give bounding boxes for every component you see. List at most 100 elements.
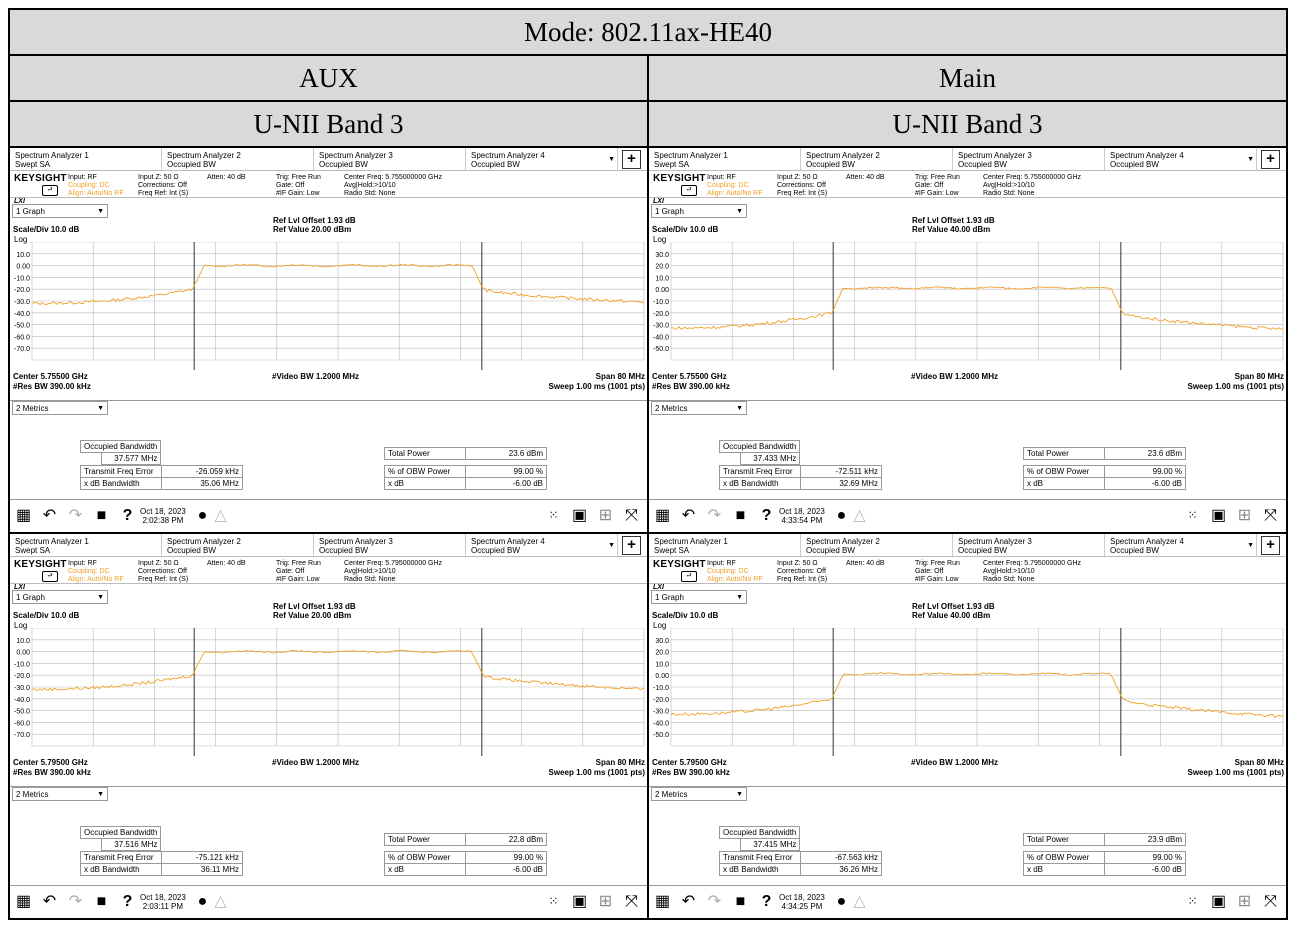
spectrum-plot[interactable]: 10.0 0.00 -10.0 -20.0 -30.0 -40.0 -50.0 -60.0 -7… bbox=[10, 242, 646, 372]
tab-analyzer-2[interactable]: Spectrum Analyzer 2 Occupied BW bbox=[801, 148, 953, 170]
touch-icon[interactable]: ▣ bbox=[1210, 893, 1227, 910]
tab-analyzer-2[interactable]: Spectrum Analyzer 2 Occupied BW bbox=[801, 534, 953, 556]
undo-icon[interactable]: ↶ bbox=[42, 507, 57, 524]
metrics-select[interactable]: 2 Metrics ▼ bbox=[12, 401, 108, 415]
message-icon[interactable]: ● bbox=[836, 893, 847, 910]
tab-analyzer-3[interactable]: Spectrum Analyzer 3 Occupied BW bbox=[314, 534, 466, 556]
file-icon[interactable]: ■ bbox=[735, 507, 746, 524]
tab-dropdown-icon[interactable]: ▼ bbox=[608, 156, 615, 163]
freq-settings[interactable]: Center Freq: 5.755000000 GHz Avg|Hold:>1… bbox=[983, 174, 1081, 198]
remote-icon[interactable]: ⮐ bbox=[681, 571, 697, 582]
metrics-select[interactable]: 2 Metrics ▼ bbox=[651, 787, 747, 801]
windows-icon[interactable]: ▦ bbox=[654, 507, 671, 524]
fullscreen-icon[interactable]: ⤧ bbox=[1264, 507, 1277, 524]
tab-dropdown-icon[interactable]: ▼ bbox=[1247, 156, 1254, 163]
freq-settings[interactable]: Center Freq: 5.755000000 GHz Avg|Hold:>1… bbox=[344, 174, 442, 198]
atten-setting[interactable]: Atten: 40 dB bbox=[846, 560, 885, 567]
redo-icon[interactable]: ↷ bbox=[68, 507, 83, 524]
input-z-settings[interactable]: Input Z: 50 Ω Corrections: Off Freq Ref:… bbox=[138, 560, 188, 584]
trigger-settings[interactable]: Trig: Free Run Gate: Off #IF Gain: Low bbox=[915, 174, 960, 198]
tab-analyzer-2[interactable]: Spectrum Analyzer 2 Occupied BW bbox=[162, 534, 314, 556]
tab-analyzer-1[interactable]: Spectrum Analyzer 1 Swept SA bbox=[10, 534, 162, 556]
trigger-settings[interactable]: Trig: Free Run Gate: Off #IF Gain: Low bbox=[915, 560, 960, 584]
help-icon[interactable]: ? bbox=[761, 507, 772, 524]
tab-analyzer-2[interactable]: Spectrum Analyzer 2 Occupied BW bbox=[162, 148, 314, 170]
file-icon[interactable]: ■ bbox=[735, 893, 746, 910]
tab-analyzer-1[interactable]: Spectrum Analyzer 1 Swept SA bbox=[10, 148, 162, 170]
touch-icon[interactable]: ▣ bbox=[571, 893, 588, 910]
input-z-settings[interactable]: Input Z: 50 Ω Corrections: Off Freq Ref:… bbox=[777, 174, 827, 198]
touch-icon[interactable]: ▣ bbox=[571, 507, 588, 524]
add-screen-button[interactable]: + bbox=[1261, 536, 1280, 555]
tab-analyzer-4[interactable]: Spectrum Analyzer 4 Occupied BW bbox=[1105, 534, 1257, 556]
fullscreen-icon[interactable]: ⤧ bbox=[625, 893, 638, 910]
input-settings[interactable]: Input: RF Coupling: DC Align: Auto/No RF bbox=[707, 560, 763, 584]
tab-analyzer-4[interactable]: Spectrum Analyzer 4 Occupied BW bbox=[466, 148, 618, 170]
redo-icon[interactable]: ↷ bbox=[68, 893, 83, 910]
warning-icon[interactable]: △ bbox=[214, 507, 227, 524]
help-icon[interactable]: ? bbox=[122, 507, 133, 524]
redo-icon[interactable]: ↷ bbox=[707, 893, 722, 910]
add-screen-button[interactable]: + bbox=[1261, 150, 1280, 169]
message-icon[interactable]: ● bbox=[836, 507, 847, 524]
tab-analyzer-4[interactable]: Spectrum Analyzer 4 Occupied BW bbox=[466, 534, 618, 556]
message-icon[interactable]: ● bbox=[197, 507, 208, 524]
spectrum-plot[interactable]: 30.0 20.0 10.0 0.00 -10.0 -20.0 -30.0 -40.0 -50.… bbox=[649, 242, 1285, 372]
windows-icon[interactable]: ▦ bbox=[654, 893, 671, 910]
input-settings[interactable]: Input: RF Coupling: DC Align: Auto/No RF bbox=[68, 560, 124, 584]
warning-icon[interactable]: △ bbox=[853, 507, 866, 524]
layout-icon[interactable]: ⊞ bbox=[598, 507, 613, 524]
keypad-icon[interactable]: ⁙ bbox=[548, 894, 559, 908]
undo-icon[interactable]: ↶ bbox=[681, 893, 696, 910]
undo-icon[interactable]: ↶ bbox=[42, 893, 57, 910]
fullscreen-icon[interactable]: ⤧ bbox=[1264, 893, 1277, 910]
touch-icon[interactable]: ▣ bbox=[1210, 507, 1227, 524]
freq-settings[interactable]: Center Freq: 5.795000000 GHz Avg|Hold:>1… bbox=[983, 560, 1081, 584]
trigger-settings[interactable]: Trig: Free Run Gate: Off #IF Gain: Low bbox=[276, 560, 321, 584]
metrics-select[interactable]: 2 Metrics ▼ bbox=[12, 787, 108, 801]
tab-dropdown-icon[interactable]: ▼ bbox=[608, 542, 615, 549]
tab-analyzer-3[interactable]: Spectrum Analyzer 3 Occupied BW bbox=[953, 148, 1105, 170]
keypad-icon[interactable]: ⁙ bbox=[1187, 508, 1198, 522]
trigger-settings[interactable]: Trig: Free Run Gate: Off #IF Gain: Low bbox=[276, 174, 321, 198]
windows-icon[interactable]: ▦ bbox=[15, 507, 32, 524]
tab-analyzer-4[interactable]: Spectrum Analyzer 4 Occupied BW bbox=[1105, 148, 1257, 170]
remote-icon[interactable]: ⮐ bbox=[42, 571, 58, 582]
input-z-settings[interactable]: Input Z: 50 Ω Corrections: Off Freq Ref:… bbox=[777, 560, 827, 584]
warning-icon[interactable]: △ bbox=[853, 893, 866, 910]
layout-icon[interactable]: ⊞ bbox=[598, 893, 613, 910]
file-icon[interactable]: ■ bbox=[96, 507, 107, 524]
add-screen-button[interactable]: + bbox=[622, 150, 641, 169]
file-icon[interactable]: ■ bbox=[96, 893, 107, 910]
fullscreen-icon[interactable]: ⤧ bbox=[625, 507, 638, 524]
input-z-settings[interactable]: Input Z: 50 Ω Corrections: Off Freq Ref:… bbox=[138, 174, 188, 198]
tab-analyzer-1[interactable]: Spectrum Analyzer 1 Swept SA bbox=[649, 534, 801, 556]
keypad-icon[interactable]: ⁙ bbox=[1187, 894, 1198, 908]
tab-analyzer-1[interactable]: Spectrum Analyzer 1 Swept SA bbox=[649, 148, 801, 170]
redo-icon[interactable]: ↷ bbox=[707, 507, 722, 524]
tab-analyzer-3[interactable]: Spectrum Analyzer 3 Occupied BW bbox=[314, 148, 466, 170]
help-icon[interactable]: ? bbox=[122, 893, 133, 910]
layout-icon[interactable]: ⊞ bbox=[1237, 507, 1252, 524]
atten-setting[interactable]: Atten: 40 dB bbox=[846, 174, 885, 181]
atten-setting[interactable]: Atten: 40 dB bbox=[207, 174, 246, 181]
layout-icon[interactable]: ⊞ bbox=[1237, 893, 1252, 910]
graph-select[interactable]: 1 Graph ▼ bbox=[12, 204, 108, 218]
keypad-icon[interactable]: ⁙ bbox=[548, 508, 559, 522]
input-settings[interactable]: Input: RF Coupling: DC Align: Auto/No RF bbox=[707, 174, 763, 198]
tab-dropdown-icon[interactable]: ▼ bbox=[1247, 542, 1254, 549]
tab-analyzer-3[interactable]: Spectrum Analyzer 3 Occupied BW bbox=[953, 534, 1105, 556]
warning-icon[interactable]: △ bbox=[214, 893, 227, 910]
undo-icon[interactable]: ↶ bbox=[681, 507, 696, 524]
windows-icon[interactable]: ▦ bbox=[15, 893, 32, 910]
remote-icon[interactable]: ⮐ bbox=[42, 185, 58, 196]
metrics-select[interactable]: 2 Metrics ▼ bbox=[651, 401, 747, 415]
input-settings[interactable]: Input: RF Coupling: DC Align: Auto/No RF bbox=[68, 174, 124, 198]
graph-select[interactable]: 1 Graph ▼ bbox=[651, 204, 747, 218]
message-icon[interactable]: ● bbox=[197, 893, 208, 910]
spectrum-plot[interactable]: 30.0 20.0 10.0 0.00 -10.0 -20.0 -30.0 -40.0 -50.… bbox=[649, 628, 1285, 758]
graph-select[interactable]: 1 Graph ▼ bbox=[651, 590, 747, 604]
spectrum-plot[interactable]: 10.0 0.00 -10.0 -20.0 -30.0 -40.0 -50.0 -60.0 -7… bbox=[10, 628, 646, 758]
graph-select[interactable]: 1 Graph ▼ bbox=[12, 590, 108, 604]
add-screen-button[interactable]: + bbox=[622, 536, 641, 555]
